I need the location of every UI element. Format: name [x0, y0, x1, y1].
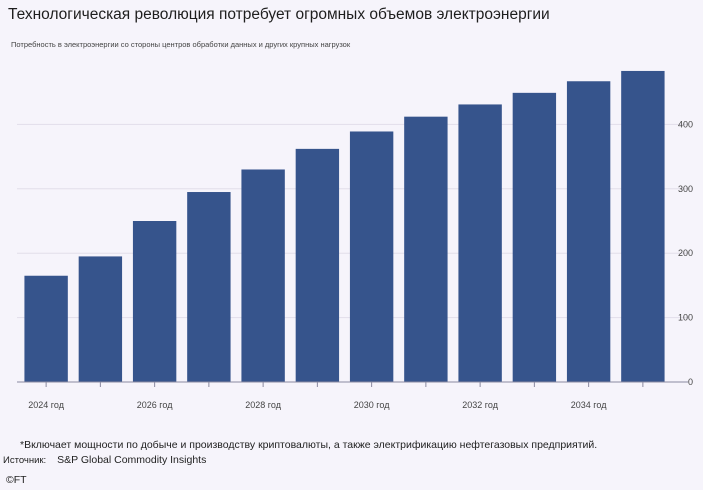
bar-2034 [566, 81, 611, 382]
x-tick-label: 2028 год [245, 400, 281, 410]
bar-2028 [241, 169, 285, 382]
chart-title: Технологическая революция потребует огро… [8, 6, 550, 23]
bar-2030 [349, 131, 394, 382]
bar-2026 [132, 221, 177, 382]
source-line: Источник: S&P Global Commodity Insights [3, 454, 206, 466]
copyright: ©FT [6, 474, 27, 486]
x-tick-label: 2026 год [137, 400, 173, 410]
bar-2033 [512, 92, 557, 383]
bar-2025 [78, 256, 123, 382]
bar-2029 [295, 148, 340, 382]
bar-2027 [187, 192, 231, 382]
bar-2031 [404, 116, 448, 382]
bar-2024 [24, 275, 68, 382]
y-tick-label: 0 [688, 377, 693, 387]
bar-2035 [621, 70, 665, 382]
bar-chart: 0 100 200 300 400 2024 год 2026 год 2028 год 203… [17, 70, 693, 410]
x-tick-label: 2030 год [354, 400, 390, 410]
x-tick-label: 2032 год [462, 400, 498, 410]
y-tick-label: 200 [678, 248, 693, 258]
bar-2032 [458, 104, 502, 382]
x-tick-label: 2024 год [28, 400, 64, 410]
chart-subtitle: Потребность в электроэнергии со стороны … [11, 40, 351, 49]
source-label: Источник: [3, 455, 47, 466]
y-tick-label: 300 [678, 184, 693, 194]
axes: 0 100 200 300 400 2024 год 2026 год 2028 год 203… [17, 119, 693, 410]
footnote: *Включает мощности по добыче и производс… [20, 439, 598, 451]
x-tick-label: 2034 год [571, 400, 607, 410]
y-tick-label: 400 [678, 119, 693, 129]
source-value: S&P Global Commodity Insights [57, 454, 207, 466]
bars [24, 70, 665, 383]
y-tick-label: 100 [678, 313, 693, 323]
